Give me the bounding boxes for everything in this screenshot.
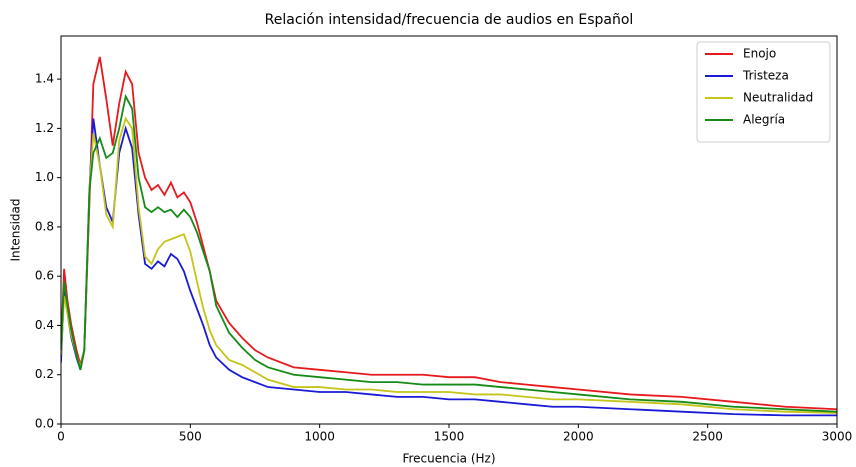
legend-box: [696, 41, 831, 143]
x-tick-label: 2000: [563, 430, 594, 444]
x-tick-label: 1000: [304, 430, 335, 444]
series-line: [61, 116, 837, 414]
y-tick-label: 1.2: [35, 121, 54, 135]
plot-frame: [60, 35, 838, 425]
y-tick-label: 1.0: [35, 170, 54, 184]
x-tick-label: 3000: [822, 430, 853, 444]
x-tick-label: 2500: [692, 430, 723, 444]
y-tick-label: 1.4: [35, 72, 54, 86]
y-axis-label: Intensidad: [9, 198, 23, 261]
y-tick-label: 0.6: [35, 269, 54, 283]
y-tick-label: 0.8: [35, 219, 54, 233]
x-tick-label: 0: [57, 430, 65, 444]
series-line: [61, 93, 837, 413]
legend-label: Alegría: [743, 113, 785, 127]
y-tick-label: 0.4: [35, 318, 54, 332]
series-line: [61, 118, 837, 417]
legend-label: Enojo: [743, 47, 776, 61]
x-axis-label: Frecuencia (Hz): [402, 452, 495, 466]
legend-label: Neutralidad: [743, 91, 813, 105]
x-tick-label: 1500: [434, 430, 465, 444]
x-tick-label: 500: [179, 430, 202, 444]
chart-title: Relación intensidad/frecuencia de audios…: [265, 12, 634, 28]
series-line: [61, 56, 837, 411]
legend-label: Tristeza: [742, 69, 789, 83]
y-tick-label: 0.2: [35, 367, 54, 381]
y-tick-label: 0.0: [35, 417, 54, 431]
